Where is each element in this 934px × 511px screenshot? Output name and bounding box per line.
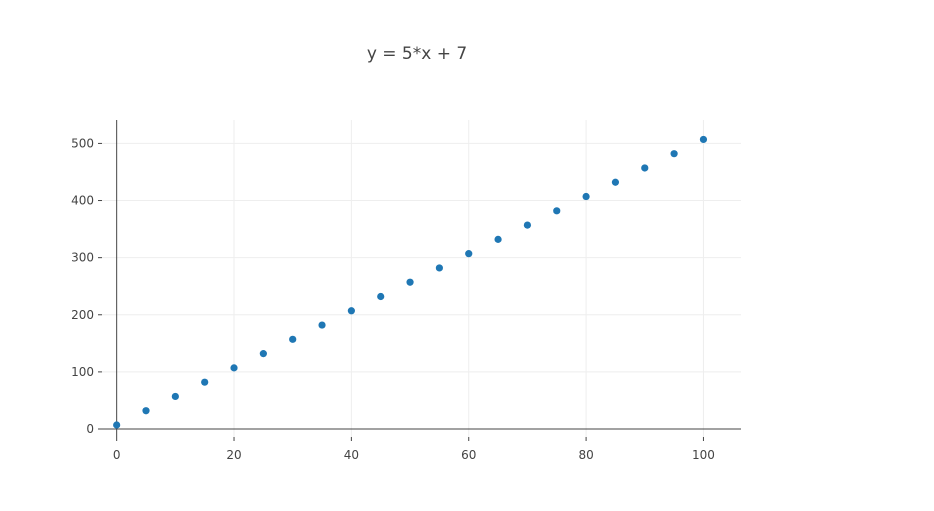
data-point (171, 392, 179, 401)
y-tick-label: 400 (71, 194, 94, 208)
y-tick-label: 300 (71, 251, 94, 265)
data-point (523, 221, 532, 229)
data-point (113, 421, 121, 429)
data-point (347, 307, 355, 315)
data-points (113, 135, 708, 429)
x-tick-label: 20 (226, 448, 241, 462)
y-tick-label: 0 (86, 422, 94, 436)
x-tick-label: 80 (578, 448, 593, 462)
data-point (670, 150, 678, 158)
data-point (142, 407, 150, 415)
data-point (201, 378, 209, 386)
tick-labels: 0 20 40 60 80 100 0 100 200 300 400 500 (71, 136, 715, 462)
data-point (230, 364, 238, 372)
data-point (318, 321, 326, 329)
y-tick-label: 500 (71, 136, 94, 150)
data-point (289, 335, 297, 343)
y-tick-label: 100 (71, 365, 94, 379)
data-point (259, 350, 267, 358)
data-point (494, 235, 502, 243)
x-tick-label: 100 (692, 448, 715, 462)
x-tick-label: 60 (461, 448, 476, 462)
data-point (553, 207, 561, 215)
y-tick-label: 200 (71, 308, 94, 322)
grid (102, 120, 741, 437)
data-point (582, 192, 590, 201)
x-tick-label: 40 (344, 448, 359, 462)
data-point (699, 135, 708, 144)
data-point (641, 164, 649, 172)
axes (98, 120, 741, 441)
data-point (465, 250, 473, 258)
chart-title: y = 5*x + 7 (367, 44, 467, 64)
data-point (611, 178, 620, 186)
x-tick-label: 0 (113, 448, 121, 462)
data-point (377, 292, 385, 301)
data-point (435, 264, 443, 272)
data-point (406, 278, 414, 286)
